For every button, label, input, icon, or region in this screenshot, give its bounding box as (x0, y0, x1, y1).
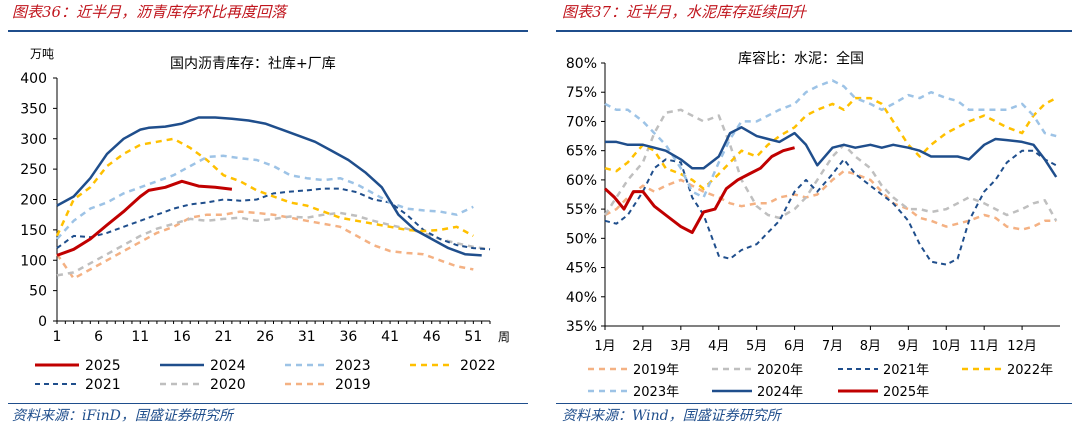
legend-label-2019年: 2019年 (633, 363, 679, 378)
asphalt-inventory-chart: 国内沥青库存：社库+厂库 万吨周 0 50 100 150 200 250 300 350 400 1… (20, 47, 510, 393)
legend-label-2025年: 2025年 (883, 385, 929, 400)
series-line-2020年 (603, 108, 1058, 222)
y-tick-label: 100 (20, 253, 47, 269)
series-line-2022 (55, 137, 474, 237)
y-tick-label: 60% (566, 173, 597, 189)
x-tick-label: 9月 (898, 339, 919, 354)
y-tick-label: 35% (566, 319, 597, 335)
y-tick-label: 50% (566, 231, 597, 247)
series-line-2024年 (605, 126, 1058, 178)
left-header-rule (8, 30, 528, 32)
series-line-2025 (56, 179, 233, 257)
x-tick-label: 21 (215, 329, 233, 345)
x-tick-label: 3月 (670, 339, 691, 354)
x-tick-label: 41 (381, 329, 399, 345)
chart-title: 国内沥青库存：社库+厂库 (170, 56, 336, 72)
y-tick-label: 40% (566, 290, 597, 306)
legend-label-2023: 2023 (335, 358, 371, 374)
y-tick-label: 400 (20, 71, 47, 87)
right-footer-rule (556, 403, 1072, 404)
y-tick-label: 0 (38, 314, 47, 330)
y-tick-label: 45% (566, 261, 597, 277)
y-tick-label: 75% (566, 85, 597, 101)
legend-label-2020: 2020 (210, 377, 246, 393)
y-tick-label: 250 (20, 162, 47, 178)
right-header-rule (556, 30, 1072, 32)
legend-label-2025: 2025 (85, 358, 121, 374)
x-tick-label: 7月 (822, 339, 843, 354)
series-line-2023 (56, 154, 474, 240)
left-figure-footer: 资料来源：iFinD，国盛证券研究所 (12, 408, 233, 424)
x-axis-unit-label: 周 (498, 330, 510, 344)
series-line-2025年 (603, 146, 795, 234)
series-line-2021 (56, 187, 491, 251)
x-tick-label: 4月 (708, 339, 729, 354)
x-tick-label: 5月 (746, 339, 767, 354)
legend-label-2024: 2024 (210, 358, 246, 374)
series-line-2021年 (604, 149, 1057, 266)
x-tick-label: 11 (131, 329, 149, 345)
x-tick-label: 8月 (860, 339, 881, 354)
x-tick-label: 31 (298, 329, 316, 345)
x-tick-label: 6月 (784, 339, 805, 354)
legend-label-2024年: 2024年 (757, 385, 803, 400)
x-tick-label: 10月 (931, 339, 961, 354)
left-figure-header: 图表36：近半月，沥青库存环比再度回落 (12, 3, 287, 21)
legend-label-2022年: 2022年 (1007, 363, 1053, 378)
y-axis-unit-label: 万吨 (30, 47, 54, 61)
y-tick-label: 150 (20, 223, 47, 239)
chart-title: 库容比：水泥：全国 (738, 50, 864, 67)
series-line-2023年 (604, 79, 1057, 199)
x-tick-label: 12月 (1007, 339, 1037, 354)
x-tick-label: 11月 (969, 339, 999, 354)
y-tick-label: 55% (566, 202, 597, 218)
x-tick-label: 16 (173, 329, 191, 345)
right-figure-footer: 资料来源：Wind，国盛证券研究所 (562, 408, 781, 424)
x-tick-label: 36 (340, 329, 358, 345)
x-tick-label: 1月 (594, 339, 615, 354)
series-line-2019 (55, 210, 474, 280)
series-line-2019年 (604, 169, 1057, 231)
y-tick-label: 300 (20, 132, 47, 148)
cement-capacity-ratio-chart: 库容比：水泥：全国 35% 40% 45% 50% 55% 60% 65% 70% 75% 80% 1… (566, 50, 1060, 400)
y-tick-label: 200 (20, 193, 47, 209)
left-footer-rule (8, 403, 528, 404)
x-tick-label: 51 (464, 329, 482, 345)
legend-label-2022: 2022 (460, 358, 496, 374)
legend-label-2021年: 2021年 (883, 363, 929, 378)
right-figure-header: 图表37：近半月，水泥库存延续回升 (562, 3, 807, 21)
x-tick-label: 6 (94, 329, 103, 345)
y-tick-label: 80% (566, 56, 597, 72)
x-tick-label: 2月 (632, 339, 653, 354)
y-tick-label: 350 (20, 101, 47, 117)
y-tick-label: 70% (566, 114, 597, 130)
y-tick-label: 50 (29, 284, 47, 300)
x-tick-label: 26 (256, 329, 274, 345)
y-tick-label: 65% (566, 144, 597, 160)
x-tick-label: 46 (423, 329, 441, 345)
legend-label-2023年: 2023年 (633, 385, 679, 400)
x-tick-label: 1 (53, 329, 62, 345)
legend-label-2021: 2021 (85, 377, 121, 393)
series-line-2024 (56, 116, 482, 257)
legend-label-2020年: 2020年 (757, 363, 803, 378)
series-line-2022年 (604, 96, 1057, 190)
legend-label-2019: 2019 (335, 377, 371, 393)
